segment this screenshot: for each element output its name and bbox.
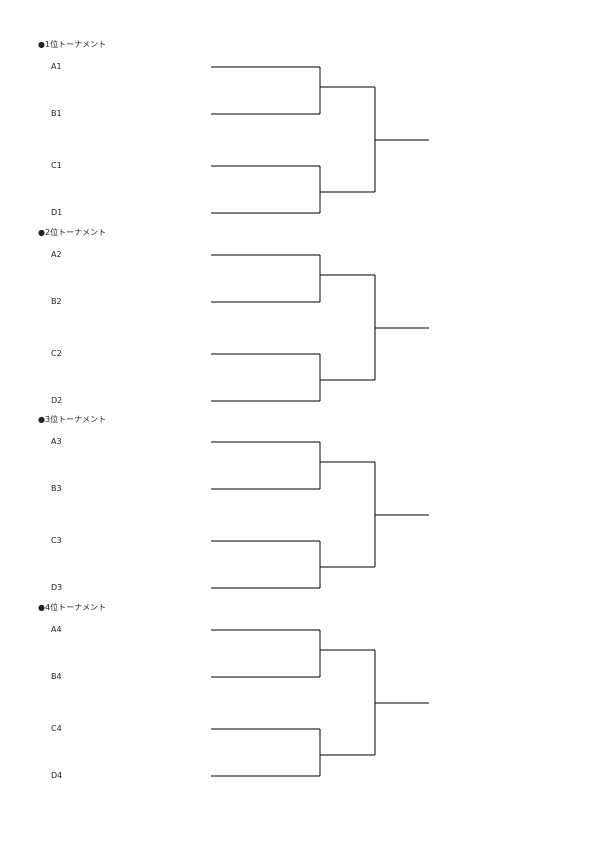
tournament-3: ●3位トーナメント A3 B3 C3 D3	[0, 375, 600, 592]
tournament-1: ●1位トーナメント A1 B1 C1 D1	[0, 0, 600, 217]
team-label: B4	[51, 672, 62, 681]
team-label: B3	[51, 484, 62, 493]
team-label: B1	[51, 109, 62, 118]
team-label: A2	[51, 250, 62, 259]
team-label: A1	[51, 62, 62, 71]
team-label: D2	[51, 396, 63, 405]
team-label: C2	[51, 349, 62, 358]
team-label: A4	[51, 625, 62, 634]
tournament-title: ●3位トーナメント	[38, 415, 107, 424]
tournament-2: ●2位トーナメント A2 B2 C2 D2	[0, 188, 600, 405]
tournament-title: ●2位トーナメント	[38, 228, 107, 237]
team-label: A3	[51, 437, 62, 446]
team-label: C4	[51, 724, 62, 733]
team-label: C1	[51, 161, 62, 170]
team-label: D1	[51, 208, 63, 217]
bracket-lines	[211, 66, 429, 214]
team-label: C3	[51, 536, 62, 545]
bracket-lines	[211, 441, 429, 589]
tournament-4: ●4位トーナメント A4 B4 C4 D4	[0, 563, 600, 780]
bracket-lines	[211, 629, 429, 777]
team-label: B2	[51, 297, 62, 306]
tournament-title: ●1位トーナメント	[38, 40, 107, 49]
tournament-title: ●4位トーナメント	[38, 603, 107, 612]
team-label: D4	[51, 771, 63, 780]
team-label: D3	[51, 583, 63, 592]
bracket-lines	[211, 254, 429, 402]
